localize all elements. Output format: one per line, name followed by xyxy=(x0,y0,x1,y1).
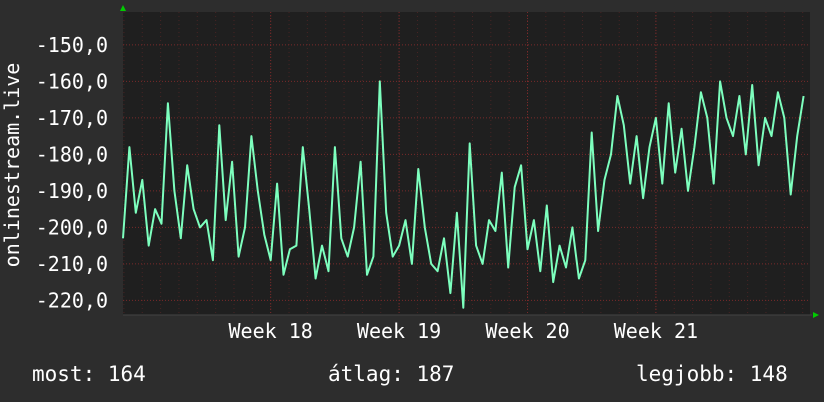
plot-area xyxy=(123,12,810,315)
x-tick-label: Week 18 xyxy=(229,319,313,343)
y-tick-label: -180,0 xyxy=(36,142,108,166)
x-tick-label: Week 20 xyxy=(485,319,569,343)
x-tick-labels: Week 18 Week 19 Week 20 Week 21 xyxy=(229,319,699,343)
y-tick-label: -200,0 xyxy=(36,215,108,239)
average-value-stat: átlag: 187 xyxy=(328,362,455,386)
y-tick-label: -220,0 xyxy=(36,288,108,312)
y-tick-label: -190,0 xyxy=(36,179,108,203)
series-layer xyxy=(122,80,805,309)
x-tick-label: Week 21 xyxy=(614,319,698,343)
y-tick-label: -210,0 xyxy=(36,252,108,276)
current-value-stat: most: 164 xyxy=(32,362,146,386)
y-axis-title: onlinestream.live xyxy=(0,63,24,268)
x-axis-arrow xyxy=(813,312,819,318)
best-value-stat: legjobb: 148 xyxy=(636,362,788,386)
y-tick-label: -160,0 xyxy=(36,69,108,93)
x-tick-label: Week 19 xyxy=(357,319,441,343)
series-line-0 xyxy=(122,80,805,309)
y-tick-labels: -150,0 -160,0 -170,0 -180,0 -190,0 -200,0 -210… xyxy=(36,33,108,313)
y-tick-label: -150,0 xyxy=(36,33,108,57)
axes xyxy=(120,5,819,318)
y-axis-arrow xyxy=(120,5,126,11)
y-tick-label: -170,0 xyxy=(36,106,108,130)
